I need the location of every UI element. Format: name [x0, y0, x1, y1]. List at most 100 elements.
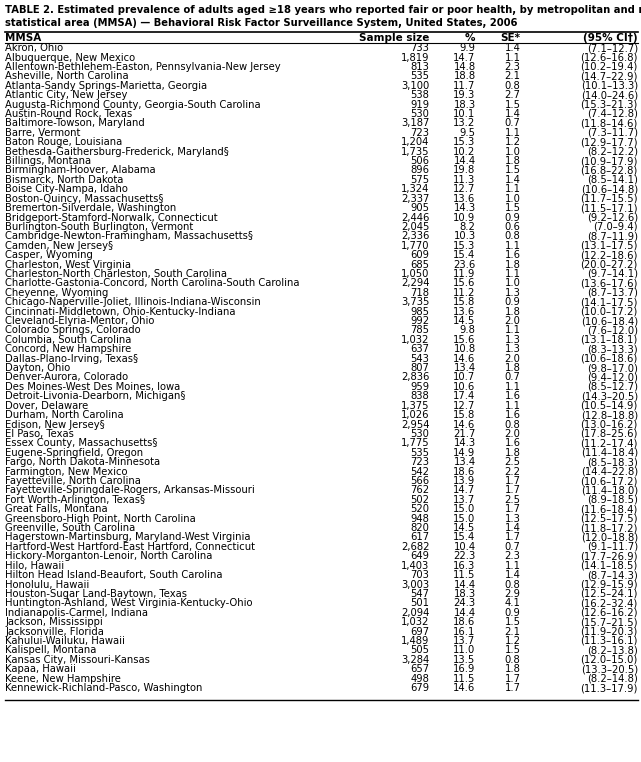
- Text: 637: 637: [410, 344, 429, 354]
- Text: 22.3: 22.3: [453, 551, 476, 562]
- Text: 1.7: 1.7: [504, 674, 520, 684]
- Text: (10.0–17.2): (10.0–17.2): [581, 306, 638, 317]
- Text: 13.6: 13.6: [453, 194, 476, 203]
- Text: 3,100: 3,100: [401, 81, 429, 91]
- Text: (8.5–18.3): (8.5–18.3): [587, 457, 638, 467]
- Text: (10.6–14.8): (10.6–14.8): [581, 184, 638, 194]
- Text: Bismarck, North Dakota: Bismarck, North Dakota: [5, 174, 124, 185]
- Text: 21.7: 21.7: [453, 429, 476, 439]
- Text: Kahului-Wailuku, Hawaii: Kahului-Wailuku, Hawaii: [5, 636, 125, 646]
- Text: 14.8: 14.8: [453, 62, 476, 72]
- Text: 0.8: 0.8: [504, 81, 520, 91]
- Text: 1.8: 1.8: [504, 156, 520, 166]
- Text: (10.2–19.4): (10.2–19.4): [581, 62, 638, 72]
- Text: (14.7–22.9): (14.7–22.9): [580, 72, 638, 82]
- Text: 649: 649: [410, 551, 429, 562]
- Text: 919: 919: [410, 100, 429, 110]
- Text: 498: 498: [411, 674, 429, 684]
- Text: Colorado Springs, Colorado: Colorado Springs, Colorado: [5, 325, 141, 335]
- Text: 1.4: 1.4: [504, 523, 520, 533]
- Text: 502: 502: [410, 495, 429, 505]
- Text: 2,045: 2,045: [401, 222, 429, 232]
- Text: 1.8: 1.8: [504, 306, 520, 317]
- Text: 1.1: 1.1: [504, 241, 520, 251]
- Text: 685: 685: [410, 260, 429, 270]
- Text: 506: 506: [410, 156, 429, 166]
- Text: Cleveland-Elyria-Mentor, Ohio: Cleveland-Elyria-Mentor, Ohio: [5, 316, 154, 326]
- Text: (14.1–18.5): (14.1–18.5): [581, 561, 638, 571]
- Text: 0.6: 0.6: [504, 222, 520, 232]
- Text: Kalispell, Montana: Kalispell, Montana: [5, 645, 97, 655]
- Text: 2.3: 2.3: [504, 551, 520, 562]
- Text: 1,775: 1,775: [401, 438, 429, 448]
- Text: 1.2: 1.2: [504, 137, 520, 147]
- Text: 535: 535: [410, 72, 429, 82]
- Text: Billings, Montana: Billings, Montana: [5, 156, 91, 166]
- Text: Hagerstown-Martinsburg, Maryland-West Virginia: Hagerstown-Martinsburg, Maryland-West Vi…: [5, 533, 251, 543]
- Text: 10.8: 10.8: [453, 344, 476, 354]
- Text: (16.8–22.8): (16.8–22.8): [581, 165, 638, 175]
- Text: Atlantic City, New Jersey: Atlantic City, New Jersey: [5, 90, 128, 100]
- Text: 13.4: 13.4: [453, 457, 476, 467]
- Text: 9.9: 9.9: [460, 43, 476, 53]
- Text: 14.6: 14.6: [453, 354, 476, 363]
- Text: 1.7: 1.7: [504, 533, 520, 543]
- Text: (13.6–17.6): (13.6–17.6): [580, 278, 638, 288]
- Text: 15.4: 15.4: [453, 250, 476, 260]
- Text: Bethesda-Gaithersburg-Frederick, Maryland§: Bethesda-Gaithersburg-Frederick, Marylan…: [5, 146, 229, 157]
- Text: 1.1: 1.1: [504, 561, 520, 571]
- Text: Jacksonville, Florida: Jacksonville, Florida: [5, 626, 104, 636]
- Text: (10.5–14.9): (10.5–14.9): [581, 401, 638, 411]
- Text: (8.5–14.1): (8.5–14.1): [587, 174, 638, 185]
- Text: (12.5–24.1): (12.5–24.1): [580, 589, 638, 599]
- Text: 2.2: 2.2: [504, 466, 520, 476]
- Text: Baltimore-Towson, Maryland: Baltimore-Towson, Maryland: [5, 118, 145, 129]
- Text: (8.2–14.8): (8.2–14.8): [587, 674, 638, 684]
- Text: Des Moines-West Des Moines, Iowa: Des Moines-West Des Moines, Iowa: [5, 382, 180, 392]
- Text: 1.7: 1.7: [504, 485, 520, 495]
- Text: Kapaa, Hawaii: Kapaa, Hawaii: [5, 664, 76, 674]
- Text: 24.3: 24.3: [453, 598, 476, 608]
- Text: Albuquerque, New Mexico: Albuquerque, New Mexico: [5, 53, 135, 62]
- Text: 2,294: 2,294: [401, 278, 429, 288]
- Text: 18.6: 18.6: [453, 466, 476, 476]
- Text: Boise City-Nampa, Idaho: Boise City-Nampa, Idaho: [5, 184, 128, 194]
- Text: 697: 697: [410, 626, 429, 636]
- Text: 11.0: 11.0: [453, 645, 476, 655]
- Text: (16.2–32.4): (16.2–32.4): [581, 598, 638, 608]
- Text: Honolulu, Hawaii: Honolulu, Hawaii: [5, 580, 89, 590]
- Text: Baton Rouge, Louisiana: Baton Rouge, Louisiana: [5, 137, 122, 147]
- Text: 2.3: 2.3: [504, 62, 520, 72]
- Text: Fargo, North Dakota-Minnesota: Fargo, North Dakota-Minnesota: [5, 457, 160, 467]
- Text: (20.0–27.2): (20.0–27.2): [581, 260, 638, 270]
- Text: (9.4–12.0): (9.4–12.0): [587, 373, 638, 383]
- Text: 785: 785: [410, 325, 429, 335]
- Text: 12.7: 12.7: [453, 401, 476, 411]
- Text: 547: 547: [410, 589, 429, 599]
- Text: (10.9–17.9): (10.9–17.9): [580, 156, 638, 166]
- Text: Indianapolis-Carmel, Indiana: Indianapolis-Carmel, Indiana: [5, 608, 148, 618]
- Text: %: %: [465, 33, 476, 43]
- Text: 762: 762: [410, 485, 429, 495]
- Text: Farmington, New Mexico: Farmington, New Mexico: [5, 466, 128, 476]
- Text: 948: 948: [411, 514, 429, 523]
- Text: (14.3–20.5): (14.3–20.5): [581, 392, 638, 402]
- Text: Edison, New Jersey§: Edison, New Jersey§: [5, 420, 105, 430]
- Text: 13.6: 13.6: [453, 306, 476, 317]
- Text: 9.5: 9.5: [460, 128, 476, 138]
- Text: (11.4–18.4): (11.4–18.4): [581, 448, 638, 458]
- Text: (9.7–14.1): (9.7–14.1): [587, 269, 638, 279]
- Text: 2,336: 2,336: [401, 232, 429, 242]
- Text: 530: 530: [411, 429, 429, 439]
- Text: (12.0–15.0): (12.0–15.0): [581, 655, 638, 664]
- Text: 14.6: 14.6: [453, 683, 476, 693]
- Text: 1.1: 1.1: [504, 382, 520, 392]
- Text: Austin-Round Rock, Texas: Austin-Round Rock, Texas: [5, 109, 133, 119]
- Text: Columbia, South Carolina: Columbia, South Carolina: [5, 335, 131, 345]
- Text: (13.1–18.1): (13.1–18.1): [581, 335, 638, 345]
- Text: 14.4: 14.4: [453, 608, 476, 618]
- Text: (8.7–11.9): (8.7–11.9): [587, 232, 638, 242]
- Text: 575: 575: [410, 174, 429, 185]
- Text: 0.8: 0.8: [504, 580, 520, 590]
- Text: 15.8: 15.8: [453, 297, 476, 307]
